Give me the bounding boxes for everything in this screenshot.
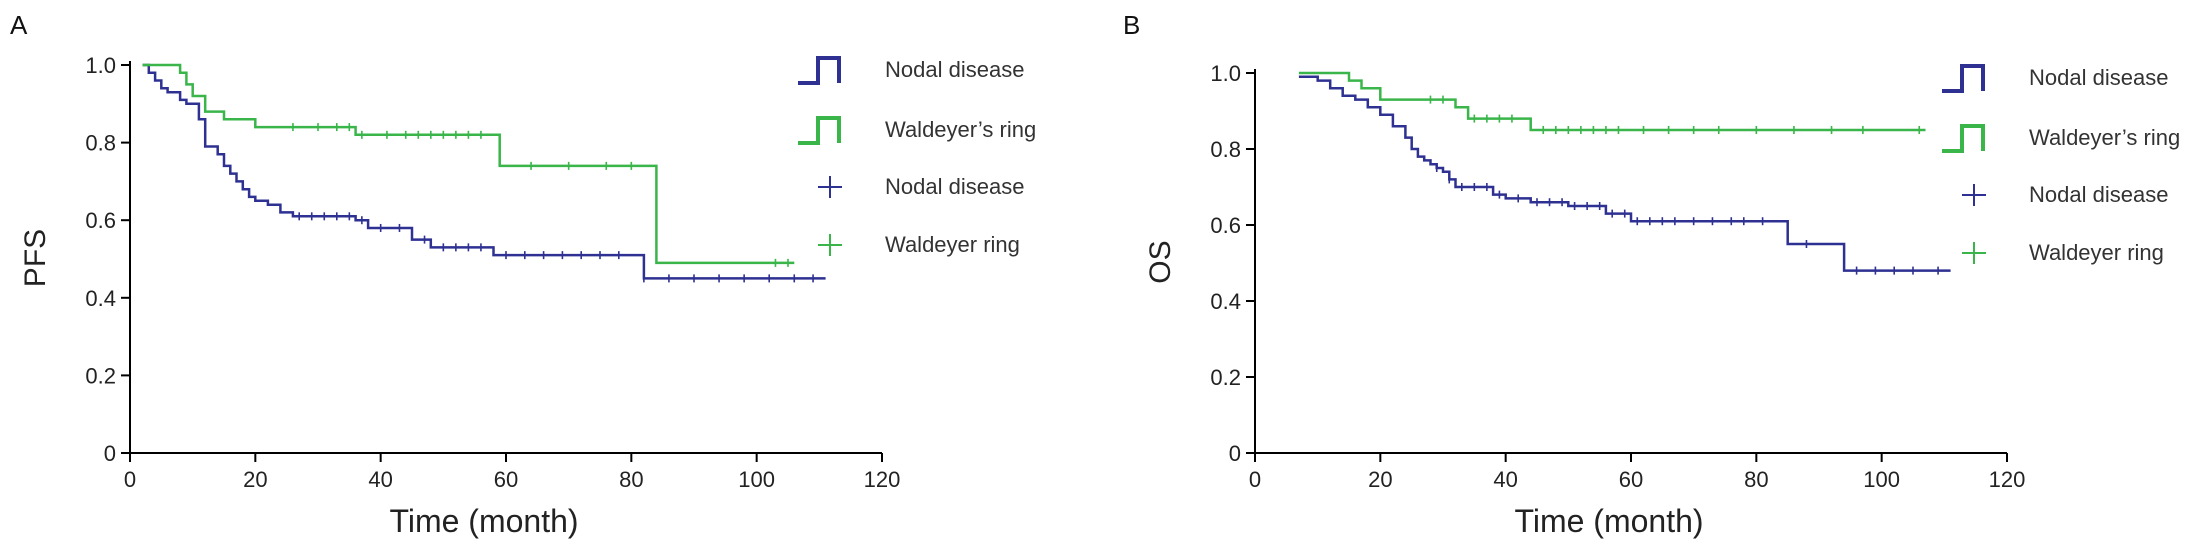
legend-step-symbol <box>798 116 841 145</box>
legend-step-symbol <box>1942 64 1985 93</box>
x-tick-label: 80 <box>1744 467 1768 492</box>
x-tick-label: 20 <box>243 467 267 492</box>
series-nodal-disease <box>1298 75 1951 275</box>
legend-item: Waldeyer’s ring <box>1942 124 2180 153</box>
y-tick-label: 0.8 <box>1210 137 1241 162</box>
legend-label: Nodal disease <box>885 57 1024 82</box>
y-tick-label: 0 <box>104 441 116 466</box>
series-nodal-disease <box>142 63 826 283</box>
chart-panel-a: A 0 20 40 60 80 100 120 0 0.2 0.4 0.6 0.8 1.0 Time (mo… <box>10 10 1036 539</box>
legend-label: Waldeyer ring <box>2029 240 2164 265</box>
legend-step-symbol <box>1942 124 1985 153</box>
km-step-line <box>142 63 795 265</box>
series-waldeyer-ring <box>1298 71 1926 134</box>
legend-cross-symbol <box>1962 184 1986 206</box>
y-tick-label: 0.8 <box>85 131 116 156</box>
x-tick-label: 20 <box>1368 467 1392 492</box>
y-tick-label: 0.2 <box>1210 365 1241 390</box>
y-tick-label: 1.0 <box>1210 61 1241 86</box>
km-step-line <box>1298 75 1951 272</box>
km-step-line <box>1298 71 1926 132</box>
y-axis-title: PFS <box>19 229 52 287</box>
x-tick-label: 100 <box>1863 467 1900 492</box>
y-tick-label: 0.4 <box>85 286 116 311</box>
legend-item: Nodal disease <box>798 56 1024 85</box>
y-tick-label: 0.4 <box>1210 289 1241 314</box>
legend-label: Nodal disease <box>885 174 1024 199</box>
x-axis-title: Time (month) <box>389 503 578 539</box>
legend-label: Nodal disease <box>2029 65 2168 90</box>
legend-item: Nodal disease <box>1962 182 2168 207</box>
legend-item: Waldeyer ring <box>1962 240 2164 265</box>
panel-label: A <box>10 10 28 40</box>
legend-item: Nodal disease <box>1942 64 2168 93</box>
legend-item: Waldeyer’s ring <box>798 116 1036 145</box>
km-step-line <box>142 63 826 280</box>
x-tick-label: 80 <box>619 467 643 492</box>
y-axis-title: OS <box>1144 240 1177 283</box>
legend-label: Waldeyer’s ring <box>2029 125 2180 150</box>
x-axis-title: Time (month) <box>1514 503 1703 539</box>
legend-cross-symbol <box>1962 242 1986 264</box>
panel-label: B <box>1123 10 1140 40</box>
x-tick-label: 120 <box>864 467 901 492</box>
x-tick-label: 100 <box>738 467 775 492</box>
x-tick-label: 0 <box>124 467 136 492</box>
x-tick-label: 60 <box>494 467 518 492</box>
legend-cross-symbol <box>818 176 842 198</box>
x-tick-label: 40 <box>368 467 392 492</box>
legend-step-symbol <box>798 56 841 85</box>
x-tick-label: 120 <box>1989 467 2026 492</box>
chart-panel-b: B 0 20 40 60 80 100 120 0 0.2 0.4 0.6 0.8 1.0 Time (mo… <box>1123 10 2180 539</box>
legend-cross-symbol <box>818 234 842 256</box>
y-tick-label: 0.6 <box>85 208 116 233</box>
legend-item: Waldeyer ring <box>818 232 1020 257</box>
x-tick-label: 0 <box>1249 467 1261 492</box>
x-tick-label: 40 <box>1493 467 1517 492</box>
legend-label: Waldeyer’s ring <box>885 117 1036 142</box>
y-tick-label: 0 <box>1229 441 1241 466</box>
x-tick-label: 60 <box>1619 467 1643 492</box>
y-tick-label: 0.2 <box>85 363 116 388</box>
legend-item: Nodal disease <box>818 174 1024 199</box>
y-tick-label: 1.0 <box>85 53 116 78</box>
legend-label: Nodal disease <box>2029 182 2168 207</box>
legend-label: Waldeyer ring <box>885 232 1020 257</box>
series-waldeyer-ring <box>142 63 795 267</box>
y-tick-label: 0.6 <box>1210 213 1241 238</box>
